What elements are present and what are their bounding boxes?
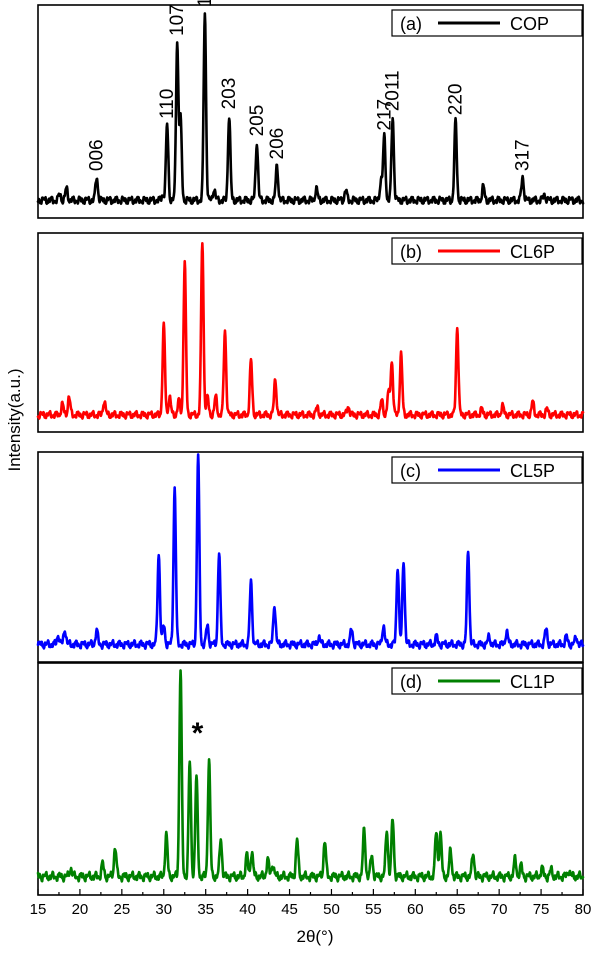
x-tick-label: 45 <box>281 901 298 918</box>
x-tick-label: 30 <box>155 901 172 918</box>
legend-series-name: CL5P <box>510 461 555 481</box>
x-axis: 15 20 25 30 35 40 45 50 55 60 65 70 75 80 <box>30 889 592 918</box>
legend-panel-tag: (c) <box>400 461 421 481</box>
legend-cl1p: (d) CL1P <box>391 667 583 695</box>
x-tick-label: 65 <box>449 901 466 918</box>
x-tick-label: 50 <box>323 901 340 918</box>
series-line-cl6p <box>36 242 585 420</box>
panel-cl6p: (b) CL6P <box>36 232 585 433</box>
peak-label-205: 205 <box>247 105 268 137</box>
x-tick-label: 20 <box>72 901 89 918</box>
x-tick-label: 80 <box>575 901 592 918</box>
legend-panel-tag: (b) <box>400 242 422 262</box>
panel-frame <box>37 662 584 896</box>
x-tick-label: 35 <box>197 901 214 918</box>
peak-label-110: 110 <box>157 89 178 119</box>
legend-panel-tag: (d) <box>400 672 422 692</box>
legend-series-name: COP <box>510 14 549 34</box>
panel-frame <box>37 451 584 663</box>
x-tick-label: 25 <box>114 901 131 918</box>
x-tick-label: 40 <box>239 901 256 918</box>
series-line-cl1p <box>36 669 585 883</box>
peak-label-220: 220 <box>446 83 467 115</box>
x-tick-label: 15 <box>30 901 47 918</box>
legend-series-name: CL6P <box>510 242 555 262</box>
legend-series-name: CL1P <box>510 672 555 692</box>
peak-label-107: 107 <box>167 4 188 36</box>
series-line-cl5p <box>36 453 585 650</box>
panel-frame <box>37 4 584 219</box>
peak-label-114: 114 <box>195 0 216 7</box>
peak-label-203: 203 <box>219 78 240 110</box>
peak-label-317: 317 <box>513 139 534 171</box>
legend-cop: (a) COP <box>391 9 583 37</box>
legend-cl6p: (b) CL6P <box>391 237 583 265</box>
asterisk-marker: * <box>192 717 204 750</box>
peak-label-006: 006 <box>87 139 108 171</box>
x-tick-label: 70 <box>491 901 508 918</box>
legend-cl5p: (c) CL5P <box>391 456 583 484</box>
x-tick-label: 60 <box>407 901 424 918</box>
panel-frame <box>37 232 584 433</box>
peak-label-2011: 2011 <box>383 70 404 111</box>
panel-cl1p: (d) CL1P * <box>36 662 585 896</box>
series-line-cop <box>36 12 585 206</box>
x-tick-label: 75 <box>533 901 550 918</box>
x-tick-label: 55 <box>365 901 382 918</box>
x-axis-label: 2θ(°) <box>296 927 333 946</box>
peak-label-206: 206 <box>267 128 288 160</box>
y-axis-label: Intensity(a.u.) <box>5 369 24 472</box>
panel-cl5p: (c) CL5P <box>36 451 585 663</box>
legend-panel-tag: (a) <box>400 14 422 34</box>
peak-label-217: 217 <box>374 99 395 131</box>
